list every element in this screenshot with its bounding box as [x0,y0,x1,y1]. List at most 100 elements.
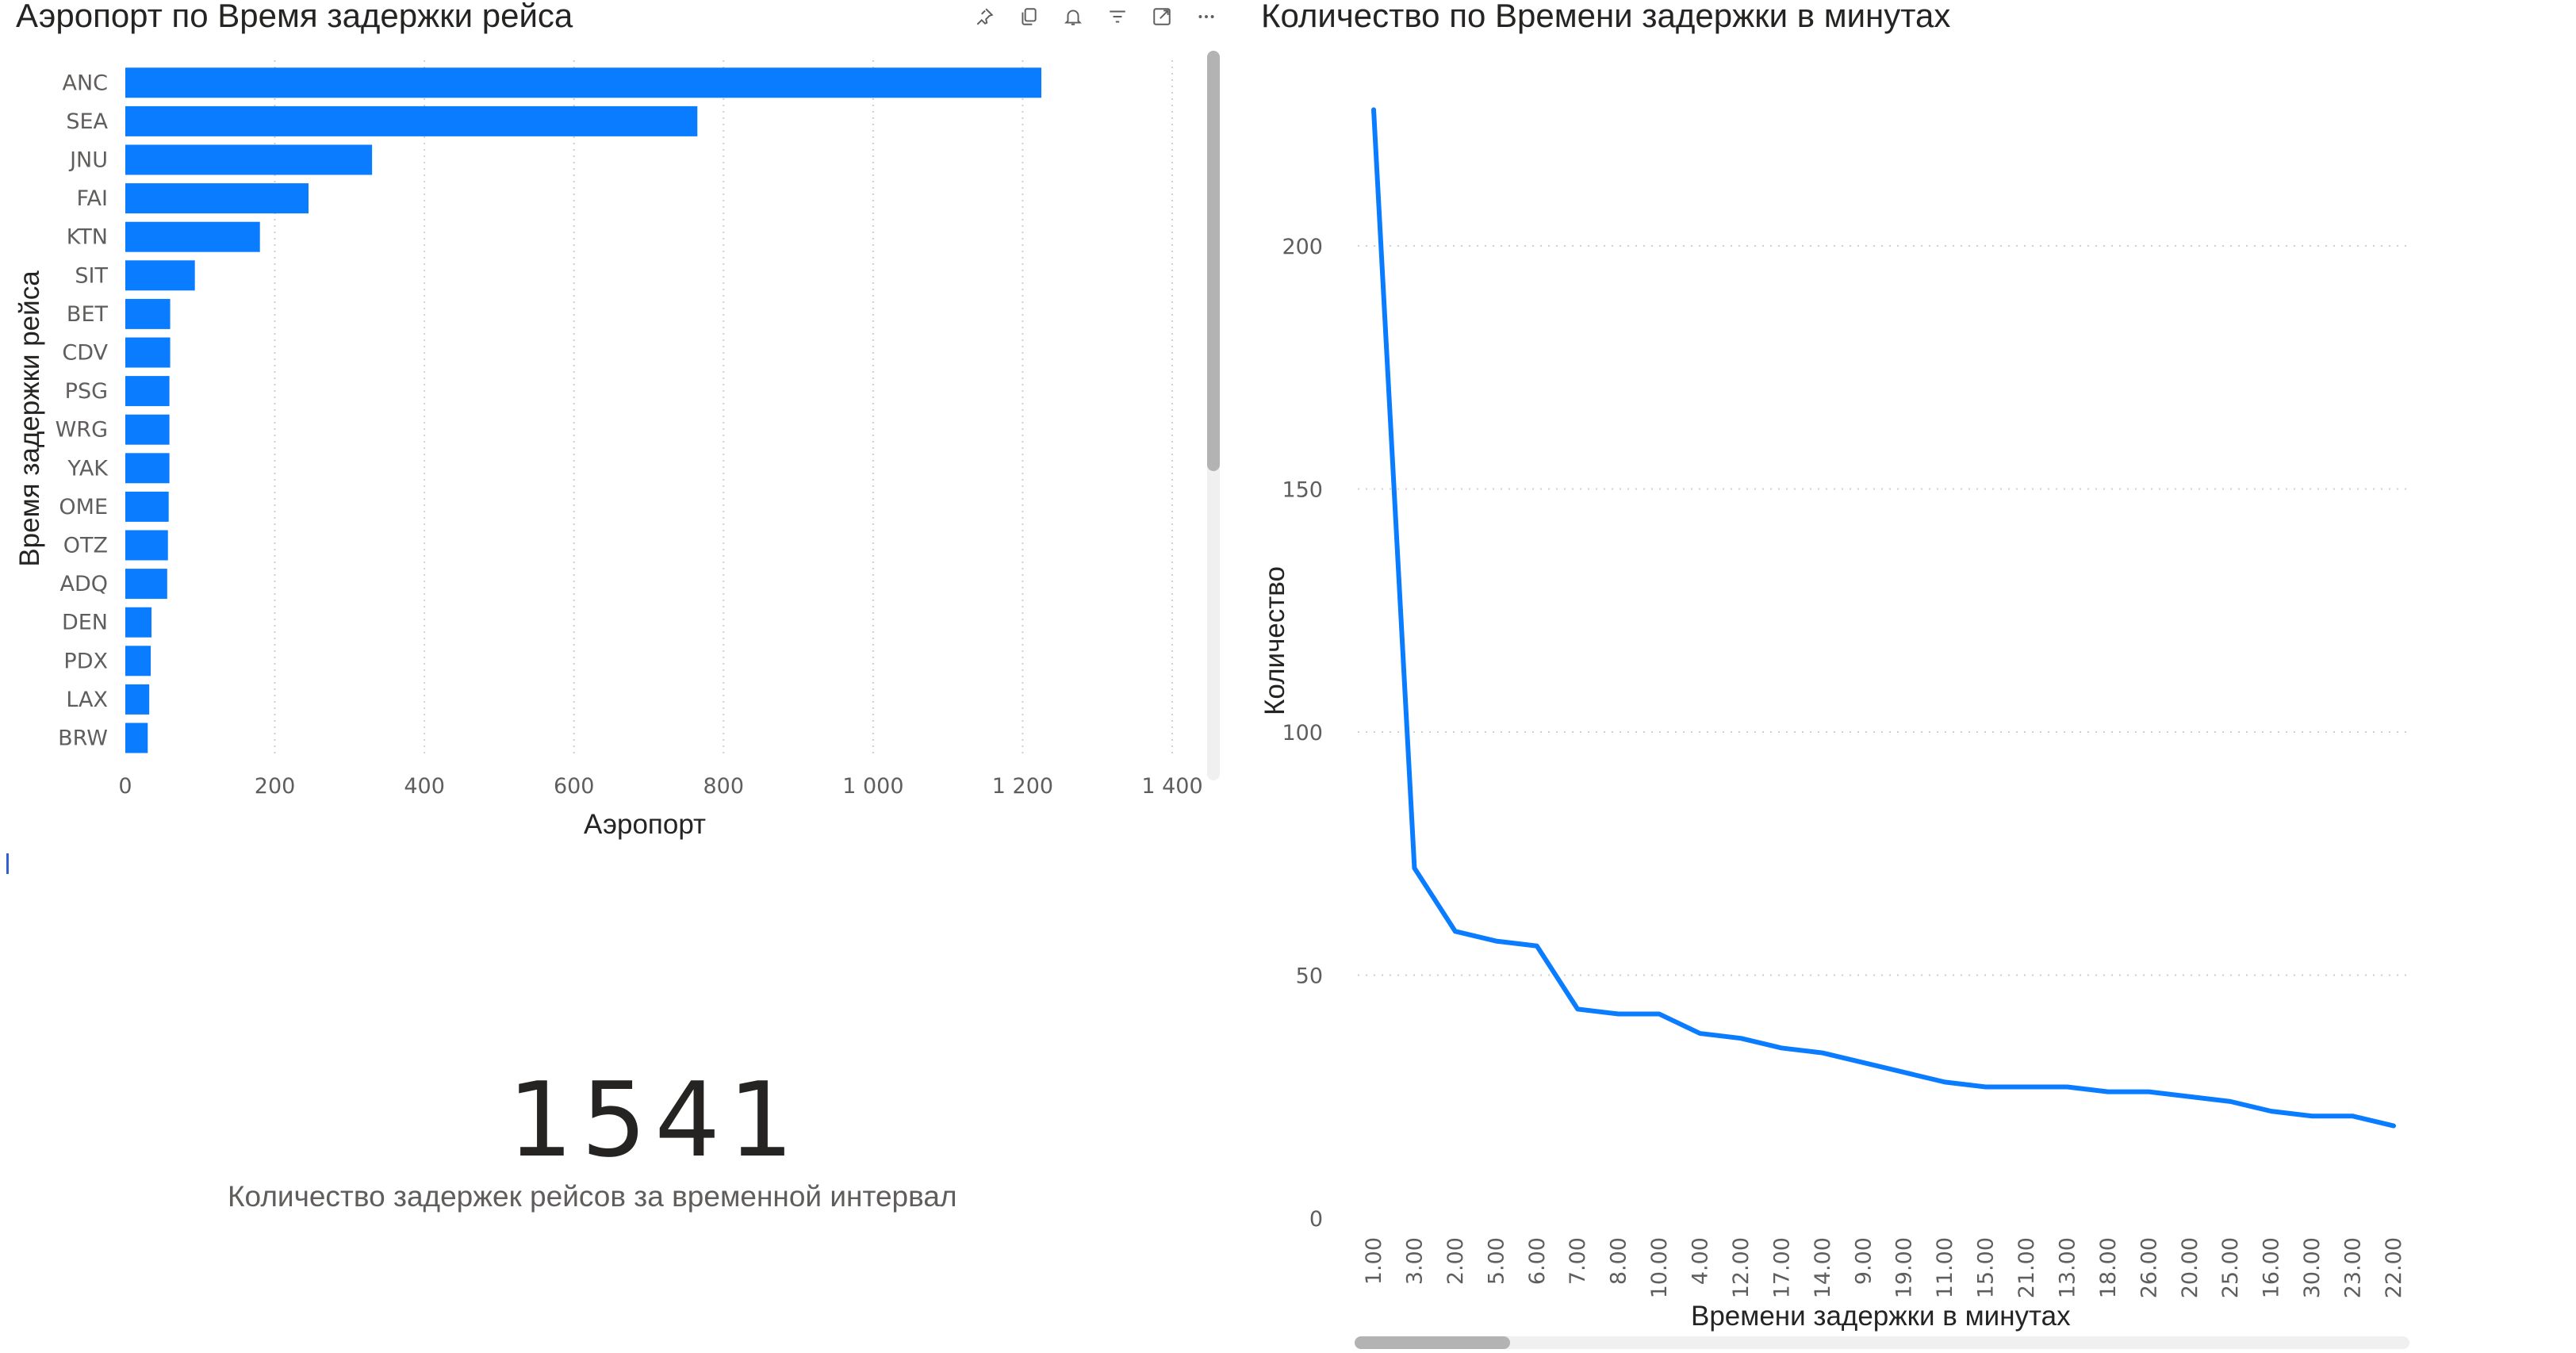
line-chart-x-tick: 30.00 [2300,1237,2325,1298]
bar-chart-category-label: FAI [77,186,109,211]
line-chart-title: Количество по Времени задержки в минутах [1261,0,1951,34]
bar-adq [125,569,167,600]
line-chart-scrollbar-track[interactable] [1355,1336,2409,1349]
line-chart-point [2351,1113,2356,1118]
line-chart-x-tick: 5.00 [1484,1237,1508,1285]
line-chart-series-line [1371,107,2396,1129]
bar-chart-category-label: DEN [62,611,108,635]
line-chart-visual[interactable]: Количество по Времени задержки в минутах… [1237,0,2576,1353]
line-chart-x-tick: 18.00 [2096,1237,2121,1298]
line-chart-point [1412,866,1416,871]
line-chart-point [1779,1045,1784,1050]
line-chart-x-tick: 6.00 [1525,1237,1550,1285]
bar-chart-y-axis-title: Время задержки рейса [14,270,45,567]
line-chart-y-tick: 100 [1282,721,1323,745]
line-chart-y-tick: 200 [1282,235,1323,259]
line-chart-point [1984,1084,1988,1089]
bar-pdx [125,646,151,676]
kpi-card[interactable]: 1541 Количество задержек рейсов за време… [190,1031,1047,1253]
bar-yak [125,453,170,484]
bar-cdv [125,337,171,368]
line-chart-plot: 0 50 100 150 200 1.00 3.00 2.00 5.00 6.00 7.00 8.00… [1282,107,2409,1298]
bar-chart-category-label: PSG [65,379,108,404]
bell-icon[interactable] [1061,5,1085,29]
line-chart-point [1657,1012,1662,1017]
line-chart-x-tick: 13.00 [2055,1237,2080,1298]
copy-icon[interactable] [1017,5,1041,29]
line-chart-point [1371,107,1376,112]
bar-chart-x-tick: 1 000 [842,774,903,799]
line-chart-scrollbar-thumb[interactable] [1355,1336,1510,1349]
line-chart-x-tick: 14.00 [1811,1237,1835,1298]
bar-chart-category-label: BET [67,302,109,327]
text-cursor [6,853,9,874]
bar-brw [125,722,148,753]
more-options-icon[interactable] [1194,5,1218,29]
line-chart-x-tick: 17.00 [1769,1237,1794,1298]
bar-chart-category-label: PDX [63,649,108,673]
line-chart-point [1861,1060,1865,1065]
bar-jnu [125,144,373,175]
bar-chart-category-label: YAK [67,456,109,481]
line-chart-x-tick: 22.00 [2382,1237,2406,1298]
line-chart-x-tick: 20.00 [2178,1237,2202,1298]
line-chart-x-tick: 11.00 [1933,1237,1957,1298]
line-chart-x-tick: 15.00 [1974,1237,1999,1298]
line-chart-point [2228,1099,2233,1104]
line-chart-point [2146,1090,2151,1094]
line-chart-x-tick: 21.00 [2014,1237,2039,1298]
line-chart-point [1820,1051,1825,1056]
focus-mode-icon[interactable] [1150,5,1174,29]
bar-anc [125,67,1041,98]
line-chart-point [2269,1109,2274,1113]
line-chart-x-tick: 9.00 [1851,1237,1876,1285]
bar-chart-category-label: OME [59,495,108,519]
bar-chart-scrollbar-thumb[interactable] [1207,51,1220,471]
pin-icon[interactable] [972,5,996,29]
bar-chart-category-label: SIT [75,263,108,288]
line-chart-x-tick: 25.00 [2218,1237,2243,1298]
line-chart-point [1535,944,1539,949]
line-chart-x-tick: 8.00 [1607,1237,1631,1285]
bar-chart-x-tick: 400 [404,774,445,799]
bar-chart-category-label: ADQ [59,572,108,596]
line-chart-y-axis-title: Количество [1259,566,1290,715]
line-chart-point [1698,1031,1703,1036]
bar-chart-x-tick: 200 [255,774,296,799]
bar-chart-visual[interactable]: Аэропорт по Время задержки рейса 0 200 400… [0,0,1237,849]
kpi-card-value: 1541 [508,1060,802,1180]
line-chart-point [1493,939,1498,944]
line-chart-x-tick: 19.00 [1892,1237,1917,1298]
bar-chart-x-tick: 0 [118,774,132,799]
line-chart-point [2187,1094,2192,1099]
bar-ktn [125,221,260,252]
bar-chart-x-tick: 1 400 [1141,774,1202,799]
line-chart-point [1453,929,1458,933]
bar-chart-category-label: WRG [56,418,108,443]
bar-chart-x-axis-title: Аэропорт [584,809,707,840]
bar-den [125,607,151,638]
filter-icon[interactable] [1106,5,1129,29]
bar-sit [125,260,195,291]
line-chart-x-tick: 16.00 [2260,1237,2284,1298]
line-chart-y-tick: 50 [1296,964,1323,989]
bar-wrg [125,414,170,445]
bar-chart-category-label: CDV [62,341,108,366]
line-chart-point [1738,1036,1743,1041]
line-chart-point [2064,1084,2069,1089]
kpi-card-label: Количество задержек рейсов за временной … [228,1180,957,1213]
bar-lax [125,684,150,715]
bar-chart-x-tick: 1 200 [992,774,1053,799]
line-chart-y-tick: 150 [1282,478,1323,503]
line-chart-point [1942,1079,1947,1084]
line-chart-y-tick: 0 [1309,1207,1323,1232]
line-chart-x-tick: 4.00 [1689,1237,1713,1285]
bar-psg [125,376,170,407]
bar-chart-plot: 0 200 400 600 800 1 000 1 200 1 400 ANC SEA JNU FAI… [56,60,1203,799]
line-chart-x-tick: 10.00 [1647,1237,1672,1298]
line-chart-point [2024,1084,2029,1089]
bar-sea [125,105,698,136]
line-chart-x-tick: 23.00 [2341,1237,2366,1298]
line-chart-x-tick: 1.00 [1362,1237,1386,1285]
bar-chart-category-label: OTZ [63,534,108,558]
